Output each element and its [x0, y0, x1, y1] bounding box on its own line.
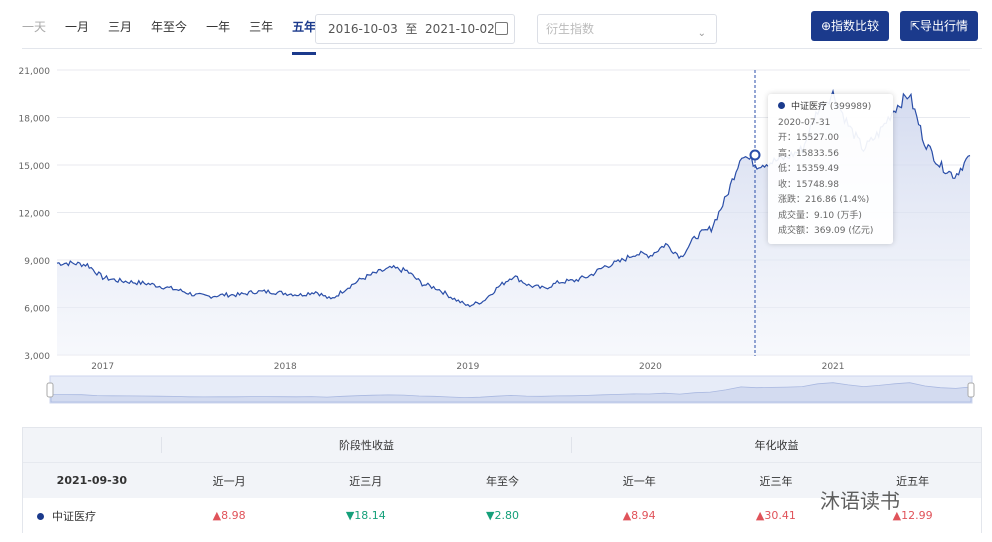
- col-header: 近三年: [759, 474, 793, 488]
- tooltip-label: 涨跌：: [778, 195, 806, 205]
- x-tick-label: 2021: [822, 362, 845, 372]
- tooltip-label: 收：: [778, 179, 797, 190]
- tooltip-label: 开：: [778, 133, 797, 143]
- tooltip-label: 高：: [778, 148, 797, 159]
- tooltip-value: 15359.49: [796, 164, 839, 174]
- tooltip-line: 成交量：9.10 (万手): [778, 209, 883, 225]
- tooltip-name: 中证医疗: [791, 102, 828, 112]
- tooltip: 中证医疗 (399989) 2020-07-31 开：15527.00 高：158…: [768, 94, 893, 244]
- price-area: [57, 91, 970, 355]
- tooltip-value: 369.09 (亿元): [814, 226, 874, 236]
- y-tick-label: 18,000: [19, 115, 51, 125]
- return-value: ▲8.98: [212, 509, 246, 522]
- tooltip-value: 216.86 (1.4%): [805, 195, 870, 205]
- navigator-handle-left[interactable]: [46, 382, 54, 398]
- hover-point: [749, 149, 761, 161]
- series-dot-icon: [37, 512, 44, 520]
- return-value: ▼2.80: [486, 509, 519, 522]
- series-dot-icon: [778, 102, 785, 109]
- start-date: 2016-10-03: [328, 22, 398, 36]
- col-header: 近三月: [349, 474, 383, 488]
- tooltip-date: 2020-07-31: [778, 117, 831, 128]
- table-row: 中证医疗 ▲8.98 ▼18.14 ▼2.80 ▲8.94 ▲30.41 ▲12…: [23, 498, 981, 533]
- y-tick-label: 12,000: [19, 210, 51, 220]
- annualized-returns-header: 年化收益: [571, 437, 981, 453]
- tab-1d[interactable]: 一天: [22, 20, 47, 34]
- y-tick-label: 6,000: [24, 305, 50, 315]
- tooltip-label: 成交额：: [778, 226, 815, 236]
- x-tick-label: 2018: [274, 362, 297, 372]
- tooltip-label: 低：: [778, 164, 797, 174]
- tooltip-line: 涨跌：216.86 (1.4%): [778, 193, 883, 209]
- table-date: 2021-09-30: [56, 474, 128, 487]
- tab-ytd[interactable]: 年至今: [151, 20, 188, 34]
- col-header: 近五年: [896, 474, 930, 488]
- divider: [22, 48, 982, 49]
- calendar-icon: [495, 22, 508, 35]
- col-header: 年至今: [486, 474, 520, 488]
- x-tick-label: 2019: [456, 362, 479, 372]
- period-returns-header: 阶段性收益: [161, 437, 571, 453]
- tooltip-line: 低：15359.49: [778, 162, 883, 178]
- tab-1m[interactable]: 一月: [65, 20, 90, 34]
- tooltip-line: 成交额：369.09 (亿元): [778, 224, 883, 240]
- date-range-picker[interactable]: 2016-10-03 至 2021-10-02: [315, 14, 515, 44]
- compare-index-button[interactable]: ⊕指数比较: [811, 11, 890, 41]
- chevron-down-icon: ⌄: [697, 28, 706, 39]
- tab-3y[interactable]: 三年: [249, 20, 274, 34]
- tab-5y[interactable]: 五年: [292, 12, 317, 55]
- range-tabs: 一天 一月 三月 年至今 一年 三年 五年: [22, 12, 335, 55]
- col-header: 近一月: [212, 474, 246, 488]
- end-date: 2021-10-02: [425, 22, 495, 36]
- return-value: ▼18.14: [345, 509, 386, 522]
- return-value: ▲30.41: [755, 509, 796, 522]
- tooltip-value: 9.10 (万手): [814, 210, 862, 221]
- tooltip-label: 成交量：: [778, 210, 815, 221]
- col-header: 近一年: [622, 474, 656, 488]
- return-value: ▲8.94: [622, 509, 656, 522]
- x-tick-label: 2017: [91, 362, 114, 372]
- tooltip-code: (399989): [829, 102, 872, 112]
- row-name: 中证医疗: [52, 509, 96, 523]
- watermark: 沐语读书: [820, 489, 900, 513]
- tooltip-value: 15748.98: [796, 179, 839, 190]
- export-quotes-button[interactable]: ⇱导出行情: [900, 11, 979, 41]
- tooltip-line: 开：15527.00: [778, 131, 883, 147]
- returns-table: 阶段性收益 年化收益 2021-09-30 近一月 近三月 年至今 近一年 近三…: [22, 427, 982, 533]
- tab-1y[interactable]: 一年: [206, 20, 231, 34]
- tab-3m[interactable]: 三月: [108, 20, 133, 34]
- range-separator: 至: [405, 22, 418, 36]
- derived-index-select[interactable]: 衍生指数 ⌄: [537, 14, 717, 44]
- select-placeholder: 衍生指数: [546, 22, 595, 36]
- navigator-handle-right[interactable]: [967, 382, 975, 398]
- tooltip-line: 收：15748.98: [778, 178, 883, 194]
- tooltip-line: 高：15833.56: [778, 147, 883, 163]
- tooltip-value: 15527.00: [796, 133, 839, 143]
- y-tick-label: 15,000: [19, 162, 51, 172]
- return-value: ▲12.99: [892, 509, 933, 522]
- x-tick-label: 2020: [639, 362, 662, 372]
- y-tick-label: 9,000: [24, 257, 50, 267]
- navigator-series: [50, 382, 972, 403]
- tooltip-value: 15833.56: [796, 148, 839, 159]
- y-tick-label: 21,000: [19, 67, 51, 77]
- y-tick-label: 3,000: [24, 352, 50, 362]
